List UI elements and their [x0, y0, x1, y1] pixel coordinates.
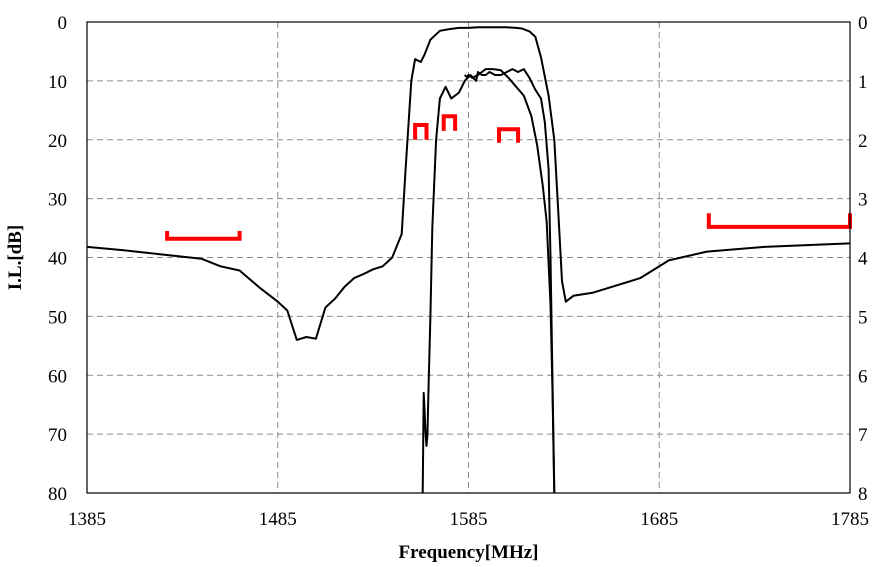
- y2-tick-label: 4: [858, 249, 868, 270]
- x-tick-label: 1485: [259, 509, 297, 530]
- x-tick-label: 1685: [640, 509, 678, 530]
- y-tick-label: 50: [48, 307, 67, 328]
- x-tick-label: 1585: [450, 509, 488, 530]
- y2-tick-label: 6: [858, 366, 868, 387]
- x-tick-label: 1385: [68, 509, 106, 530]
- y2-tick-label: 2: [858, 131, 868, 152]
- y2-tick-label: 7: [858, 425, 868, 446]
- spec-mark-1: [165, 231, 242, 241]
- tick-labels: 0 10 20 30 40 50 60 70 80 0 1 2 3 4 5 6 7 8 1385 1485 1585 16…: [48, 13, 869, 530]
- y2-tick-label: 0: [858, 13, 868, 34]
- y2-tick-label: 3: [858, 190, 868, 211]
- plot-frame: [86, 21, 851, 494]
- spec-marks: [165, 114, 852, 241]
- y-tick-label: 60: [48, 366, 67, 387]
- spec-mark-3: [441, 114, 458, 131]
- y-axis-title: I.L.[dB]: [5, 225, 26, 290]
- x-axis-title: Frequency[MHz]: [399, 542, 539, 563]
- grid-lines: [87, 22, 850, 493]
- y-tick-label: 10: [48, 72, 67, 93]
- series-line-2: [421, 68, 556, 494]
- y-tick-label: 20: [48, 131, 67, 152]
- y2-tick-label: 5: [858, 307, 868, 328]
- y-tick-label: 70: [48, 425, 67, 446]
- spec-mark-2: [413, 123, 429, 140]
- x-tick-label: 1785: [831, 509, 869, 530]
- spec-mark-5: [706, 213, 852, 229]
- y-tick-label: 0: [58, 13, 68, 34]
- spec-mark-4: [497, 127, 521, 143]
- y-tick-label: 30: [48, 190, 67, 211]
- series-line-1: [86, 26, 851, 341]
- series-lines: [86, 26, 851, 494]
- series-line-3: [464, 68, 556, 494]
- y2-tick-label: 8: [858, 484, 868, 505]
- y2-tick-label: 1: [858, 72, 868, 93]
- y-tick-label: 40: [48, 249, 67, 270]
- y-tick-label: 80: [48, 484, 67, 505]
